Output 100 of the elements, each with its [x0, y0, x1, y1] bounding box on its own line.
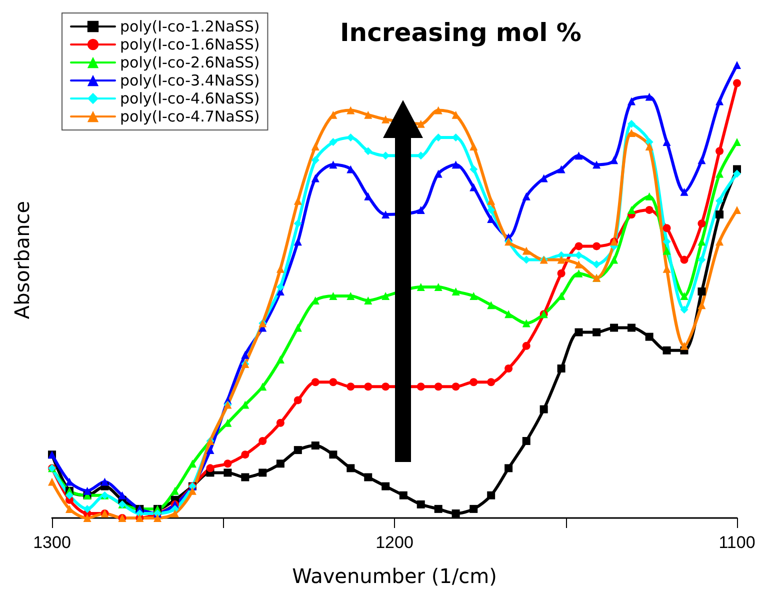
point	[329, 450, 338, 459]
point	[574, 269, 583, 278]
point	[574, 260, 583, 268]
legend-label: poly(I-co-4.6NaSS)	[120, 90, 260, 108]
point	[592, 328, 601, 336]
point	[470, 183, 478, 192]
point	[346, 133, 355, 142]
point	[716, 170, 724, 178]
point	[364, 147, 372, 156]
point	[540, 405, 548, 414]
point	[662, 346, 671, 354]
y-axis-title: Absorbance	[10, 200, 34, 320]
point	[698, 288, 706, 296]
point	[258, 436, 267, 445]
point	[557, 256, 566, 264]
point	[487, 301, 496, 310]
point	[452, 382, 460, 391]
point	[346, 292, 355, 300]
point	[276, 418, 284, 427]
point	[188, 486, 196, 495]
point	[574, 152, 583, 160]
point	[276, 460, 284, 468]
point	[610, 256, 618, 264]
point	[329, 160, 338, 169]
point	[382, 382, 390, 391]
point	[645, 142, 654, 151]
point	[522, 319, 530, 328]
point	[716, 210, 724, 218]
point	[680, 306, 688, 314]
legend-label: poly(I-co-2.6NaSS)	[120, 54, 260, 72]
point	[364, 110, 372, 119]
point	[364, 296, 372, 305]
point	[346, 382, 355, 391]
point	[645, 92, 654, 101]
point	[224, 460, 232, 468]
point	[258, 468, 267, 477]
point	[557, 269, 566, 278]
point	[434, 106, 442, 114]
point	[574, 328, 583, 336]
point	[434, 504, 442, 513]
point	[48, 478, 56, 486]
point	[311, 378, 320, 386]
point	[83, 504, 92, 513]
point	[733, 138, 741, 146]
point	[698, 220, 706, 228]
point	[698, 301, 706, 310]
point	[698, 256, 706, 264]
point	[504, 310, 513, 318]
point	[592, 260, 601, 268]
point	[470, 292, 478, 300]
point	[294, 196, 302, 205]
point	[470, 142, 478, 151]
point	[628, 206, 636, 214]
legend-label: poly(I-co-3.4NaSS)	[120, 72, 260, 90]
point	[311, 174, 320, 182]
point	[470, 504, 478, 513]
point	[628, 97, 636, 106]
x-tick-label: 1300	[33, 533, 71, 552]
point	[487, 206, 496, 214]
point	[276, 282, 284, 291]
point	[452, 288, 460, 296]
point	[416, 500, 425, 508]
point	[329, 378, 338, 386]
x-tick-label: 1200	[376, 533, 414, 552]
point	[434, 382, 442, 391]
point	[470, 378, 478, 386]
point	[698, 238, 706, 246]
point	[522, 436, 530, 445]
point	[733, 170, 741, 178]
point	[276, 355, 284, 364]
point	[188, 460, 196, 468]
point	[628, 324, 636, 332]
point	[557, 165, 566, 174]
point	[522, 192, 530, 200]
point	[65, 491, 74, 500]
point	[645, 332, 654, 341]
point	[733, 61, 741, 69]
point	[276, 264, 284, 273]
point	[294, 220, 302, 228]
point	[487, 378, 496, 386]
point	[470, 165, 478, 174]
point	[504, 464, 513, 472]
x-tick-label: 1100	[718, 533, 756, 552]
point	[294, 324, 302, 332]
point	[434, 282, 442, 291]
point	[680, 342, 688, 350]
point	[716, 97, 724, 106]
point	[522, 246, 530, 255]
point	[416, 120, 425, 128]
point	[346, 464, 355, 472]
point	[118, 491, 126, 500]
point	[329, 292, 338, 300]
point	[592, 242, 601, 250]
point	[716, 147, 724, 156]
point	[311, 442, 320, 450]
point	[662, 238, 671, 246]
point	[83, 514, 92, 522]
point	[733, 206, 741, 214]
point	[487, 491, 496, 500]
point	[716, 238, 724, 246]
